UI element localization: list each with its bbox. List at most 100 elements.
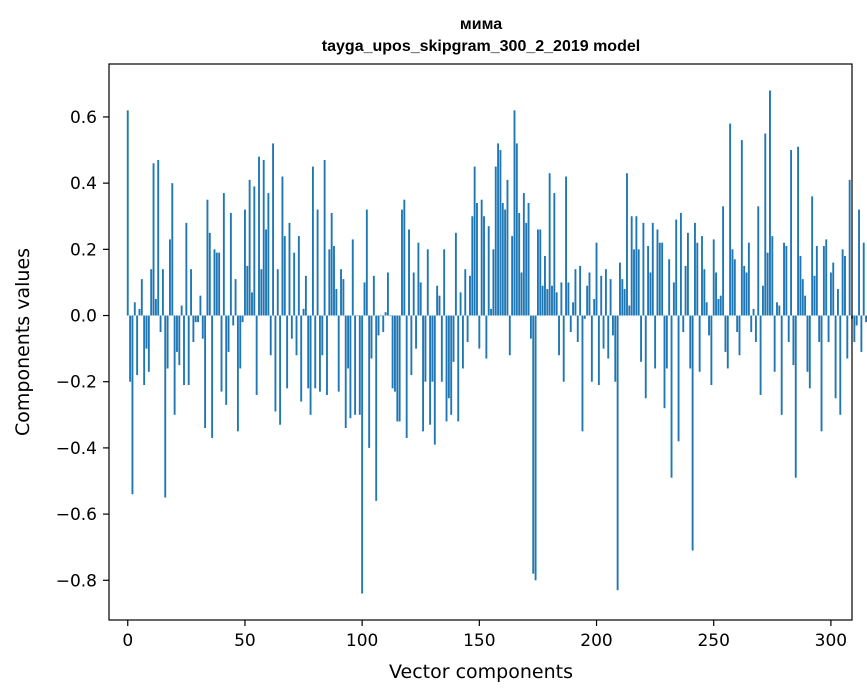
bar-233 (672, 282, 675, 316)
x-tick-label: 0 (122, 631, 133, 651)
bar-78 (309, 315, 312, 415)
bar-266 (750, 315, 753, 333)
bar-26 (187, 315, 190, 386)
bar-135 (443, 249, 446, 316)
bar-195 (583, 315, 586, 319)
bar-260 (736, 315, 739, 333)
bar-193 (579, 265, 582, 316)
bar-33 (204, 315, 207, 429)
bar-205 (607, 315, 610, 359)
bar-305 (841, 249, 844, 316)
bar-89 (335, 289, 338, 316)
bar-46 (234, 279, 237, 316)
bar-194 (581, 315, 584, 432)
bar-279 (780, 315, 783, 415)
bar-56 (258, 156, 260, 316)
bar-36 (211, 315, 214, 438)
bar-137 (447, 315, 450, 399)
bar-8 (145, 315, 148, 349)
bar-198 (590, 315, 593, 382)
bar-313 (860, 315, 863, 352)
bar-315 (865, 315, 867, 323)
bar-20 (173, 315, 176, 415)
bar-207 (611, 315, 614, 336)
bar-196 (586, 285, 589, 316)
bar-121 (410, 315, 413, 376)
bar-172 (529, 315, 532, 339)
bar-139 (452, 315, 455, 362)
bar-66 (281, 176, 284, 316)
bar-74 (300, 315, 303, 402)
y-axis-ticks: −0.8 −0.6 −0.4 −0.2 0.0 0.2 0.4 0.6 (56, 108, 109, 591)
bar-220 (642, 222, 645, 316)
bar-284 (792, 315, 795, 366)
bar-293 (813, 275, 816, 316)
bar-108 (379, 315, 382, 317)
bar-94 (347, 315, 350, 369)
bar-146 (469, 275, 471, 316)
bar-255 (724, 315, 727, 352)
bar-274 (769, 90, 771, 316)
bar-285 (794, 315, 797, 478)
bar-86 (328, 249, 331, 316)
bar-124 (417, 242, 420, 316)
bar-34 (206, 199, 209, 316)
bar-303 (837, 289, 839, 316)
chart-subtitle: tayga_upos_skipgram_300_2_2019 model (322, 38, 640, 55)
bar-88 (333, 246, 335, 316)
bar-235 (677, 315, 680, 442)
bar-60 (267, 193, 270, 316)
bar-51 (246, 265, 249, 316)
bar-270 (759, 315, 762, 395)
bar-187 (565, 176, 567, 316)
bar-169 (522, 193, 525, 316)
bar-232 (670, 315, 673, 478)
x-axis-label: Vector components (389, 661, 573, 683)
bar-185 (560, 282, 563, 316)
bar-287 (799, 255, 802, 316)
bar-221 (644, 315, 647, 399)
bar-153 (485, 315, 488, 359)
bar-168 (520, 272, 523, 316)
bar-251 (715, 272, 717, 316)
bar-1 (129, 315, 132, 382)
chart-title: мима (460, 16, 502, 33)
bar-183 (555, 292, 558, 316)
bar-191 (574, 269, 577, 316)
bar-269 (757, 206, 760, 316)
bar-252 (717, 298, 720, 316)
bar-11 (152, 163, 155, 316)
bar-212 (623, 289, 626, 316)
bar-129 (429, 315, 432, 425)
bar-72 (295, 315, 298, 356)
y-tick-label: −0.8 (56, 571, 97, 591)
bar-37 (213, 249, 216, 316)
bar-58 (262, 159, 265, 316)
bar-28 (192, 315, 195, 342)
bar-259 (733, 259, 736, 316)
bar-280 (783, 242, 785, 316)
bar-84 (323, 159, 326, 316)
bar-91 (340, 269, 342, 316)
bar-21 (176, 315, 178, 352)
bar-227 (658, 242, 661, 316)
bar-120 (408, 229, 410, 316)
bar-69 (288, 222, 291, 316)
bar-45 (232, 315, 235, 326)
bar-231 (668, 259, 671, 316)
bar-308 (848, 179, 851, 316)
bar-53 (251, 292, 253, 316)
bar-250 (712, 239, 715, 316)
bar-81 (316, 209, 319, 316)
bar-14 (159, 315, 162, 333)
bar-2 (131, 315, 134, 495)
bar-254 (722, 206, 725, 316)
bar-229 (663, 315, 666, 409)
bar-256 (726, 315, 729, 369)
bar-95 (349, 315, 352, 419)
x-tick-label: 250 (697, 631, 729, 651)
bar-131 (433, 315, 436, 445)
bar-268 (754, 315, 757, 342)
bar-241 (691, 315, 694, 551)
y-tick-label: 0.6 (70, 108, 97, 128)
